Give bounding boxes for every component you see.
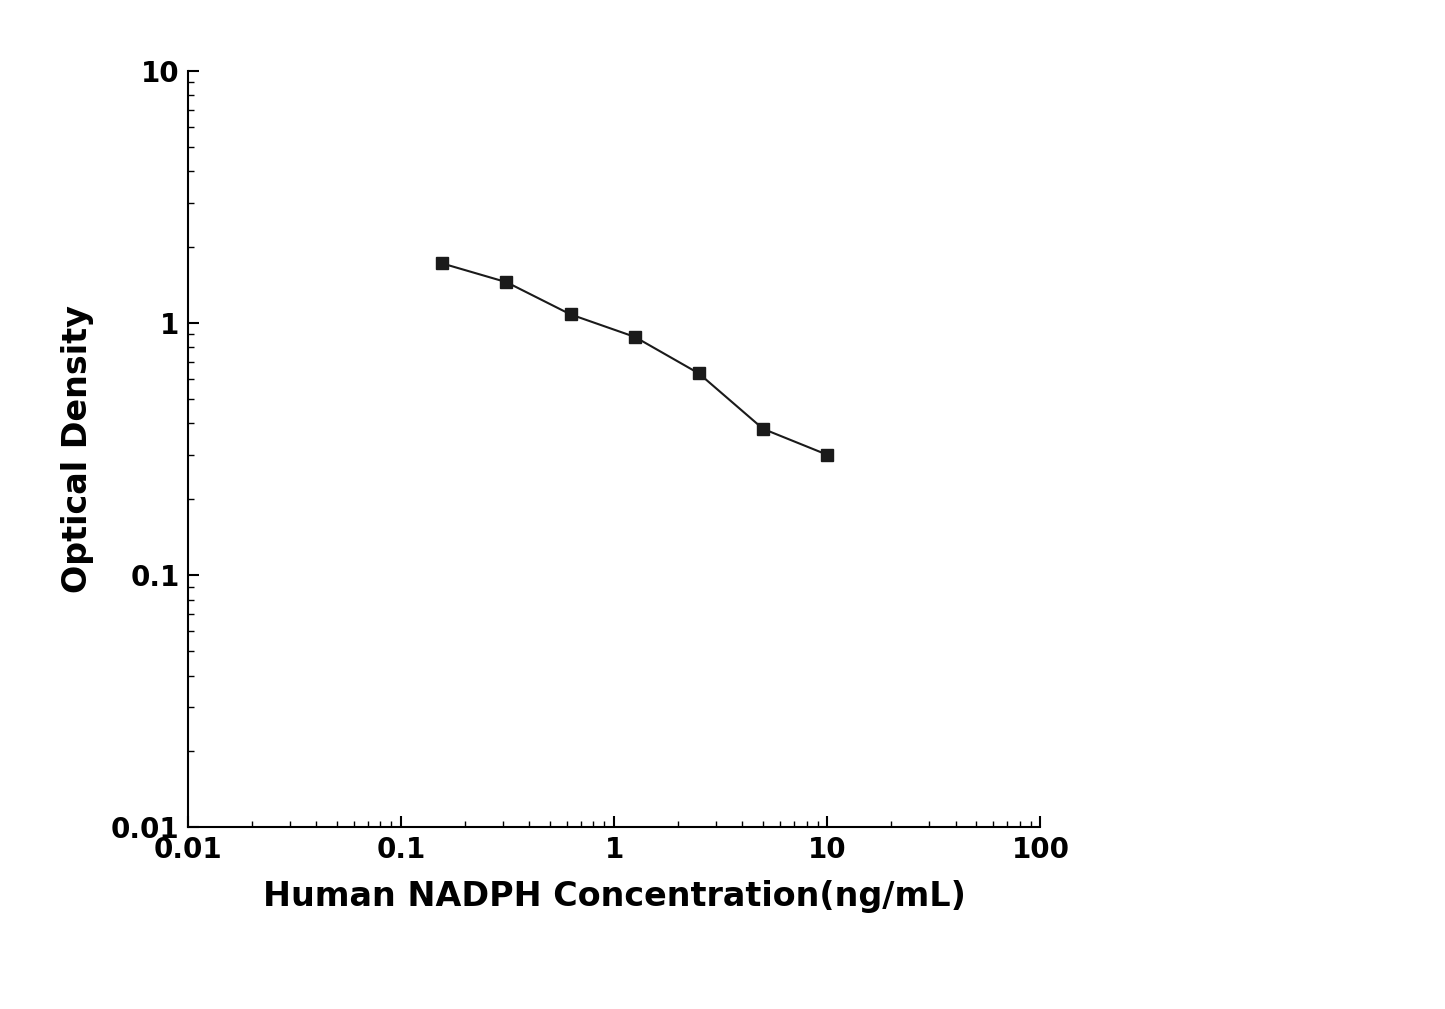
X-axis label: Human NADPH Concentration(ng/mL): Human NADPH Concentration(ng/mL) — [263, 881, 965, 913]
Y-axis label: Optical Density: Optical Density — [61, 305, 94, 593]
